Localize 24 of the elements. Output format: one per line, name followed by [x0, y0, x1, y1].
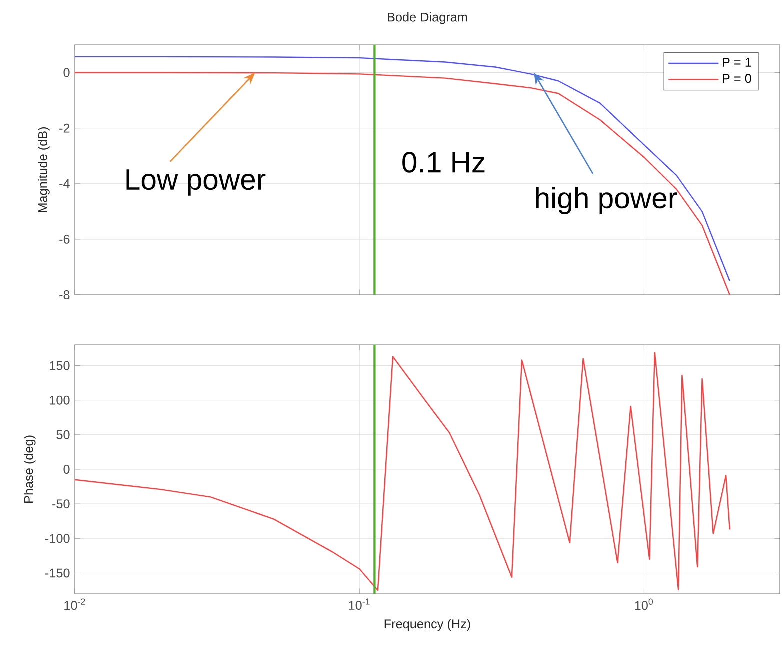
x-axis-title: Frequency (Hz) [384, 619, 470, 632]
x-tick-label: 10$^{0}$ [635, 598, 654, 610]
y-tick-label: -100 [46, 534, 70, 544]
annotation: Low power [126, 170, 266, 196]
y-tick-label: 0 [64, 465, 70, 474]
y-tick-label: -8 [60, 290, 70, 300]
y-tick-label: 100 [50, 396, 70, 405]
annotation: high power [536, 187, 678, 214]
y-tick-label: 0 [64, 68, 70, 78]
y-tick-label: -6 [60, 234, 70, 244]
y-tick-label: -4 [60, 180, 70, 188]
y-tick-label: -150 [46, 568, 70, 578]
x-tick-label: 10$^{-1}$ [349, 598, 370, 610]
y-tick-label: 150 [50, 361, 70, 370]
y-axis-title: Phase (deg) [24, 436, 36, 503]
legend-label: P = 0 [723, 74, 752, 84]
ref-line-label: 0.1 Hz [402, 152, 485, 173]
chart-title: Bode Diagram [388, 12, 468, 24]
y-tick-label: -50 [52, 500, 70, 509]
y-axis-title: Magnitude (dB) [38, 128, 50, 212]
legend-label: P = 1 [723, 58, 752, 67]
y-tick-label: -2 [60, 124, 70, 133]
x-tick-label: 10$^{-2}$ [64, 598, 86, 610]
y-tick-label: 50 [56, 430, 70, 440]
